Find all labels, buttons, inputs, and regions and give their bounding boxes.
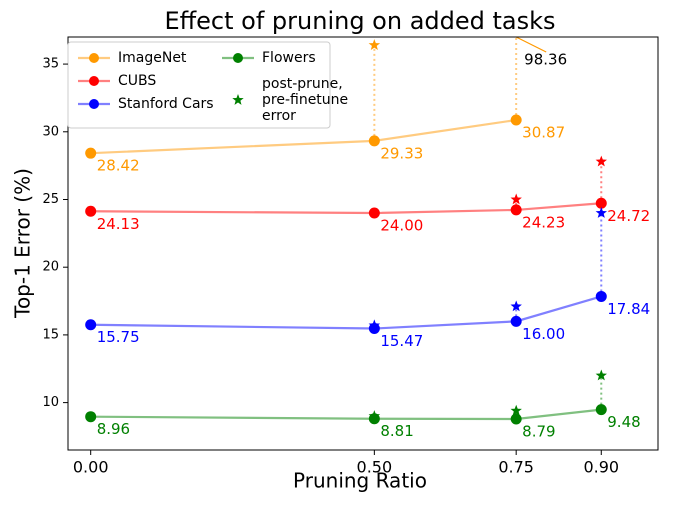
point-marker <box>85 319 97 331</box>
y-tick-label: 25 <box>42 192 59 207</box>
data-label: 24.00 <box>380 217 423 235</box>
legend-star <box>232 94 244 105</box>
point-marker <box>510 114 522 126</box>
star-marker <box>510 300 522 312</box>
point-marker <box>368 207 380 219</box>
legend-marker <box>89 76 99 86</box>
star-marker <box>595 369 607 381</box>
data-label: 24.23 <box>522 213 565 231</box>
series-line <box>90 295 602 330</box>
star-annotation: 98.36 <box>524 51 567 69</box>
legend-label: Stanford Cars <box>118 96 214 112</box>
point-marker <box>595 404 607 416</box>
data-label: 28.42 <box>97 157 140 175</box>
legend-label: error <box>262 108 296 124</box>
legend: ImageNet CUBS Stanford Cars Flowers post-pru… <box>67 41 348 129</box>
star-annotation-line <box>515 36 547 53</box>
x-tick-label: 0.50 <box>357 458 393 477</box>
data-label: 24.72 <box>607 207 650 225</box>
legend-marker <box>233 53 243 63</box>
y-tick-label: 35 <box>42 57 59 72</box>
y-tick-label: 10 <box>42 395 59 410</box>
y-tick-label: 30 <box>42 124 59 139</box>
legend-label: CUBS <box>118 73 156 89</box>
y-axis-label: Top-1 Error (%) <box>11 168 35 319</box>
point-marker <box>510 204 522 216</box>
data-label: 17.84 <box>607 300 650 318</box>
point-marker <box>595 197 607 209</box>
legend-label: ImageNet <box>118 50 187 66</box>
data-label: 15.47 <box>380 332 423 350</box>
x-tick-label: 0.00 <box>73 458 109 477</box>
data-label: 9.48 <box>607 413 640 431</box>
data-label: 29.33 <box>380 144 423 162</box>
point-marker <box>595 290 607 302</box>
x-tick-label: 0.75 <box>498 458 534 477</box>
point-marker <box>368 135 380 147</box>
data-label: 8.81 <box>380 422 413 440</box>
star-marker <box>510 404 522 416</box>
data-label: 15.75 <box>97 328 140 346</box>
point-marker <box>510 315 522 327</box>
plot-frame <box>67 36 659 451</box>
y-tick-label: 20 <box>42 260 59 275</box>
series-line <box>90 202 602 215</box>
chart-title: Effect of pruning on added tasks <box>164 7 555 35</box>
data-label: 8.96 <box>97 420 130 438</box>
star-marker <box>595 207 607 218</box>
star-marker <box>510 193 522 205</box>
data-label: 30.87 <box>522 124 565 142</box>
legend-label: post-prune, <box>262 76 343 92</box>
series-line <box>90 408 602 421</box>
star-marker <box>595 155 607 167</box>
point-marker <box>368 323 380 335</box>
data-label: 16.00 <box>522 325 565 343</box>
point-marker <box>368 413 380 425</box>
x-axis-label: Pruning Ratio <box>293 469 427 493</box>
overlay: 28.42 29.33 98.36 30.87 24.13 24.00 24.23 24.72… <box>97 36 650 440</box>
point-marker <box>85 411 97 423</box>
legend-marker <box>89 53 99 63</box>
star-marker <box>368 39 381 50</box>
y-tick-label: 15 <box>42 327 59 342</box>
legend-label: pre-finetune <box>262 92 348 108</box>
legend-marker <box>89 99 99 109</box>
data-label: 8.79 <box>522 422 555 440</box>
data-label: 24.13 <box>97 215 140 233</box>
point-marker <box>85 205 97 217</box>
plot-area <box>85 37 607 425</box>
x-tick-label: 0.90 <box>583 458 619 477</box>
legend-label: Flowers <box>262 50 316 66</box>
point-marker <box>510 413 522 425</box>
point-marker <box>85 147 97 159</box>
legend-box <box>67 41 331 129</box>
